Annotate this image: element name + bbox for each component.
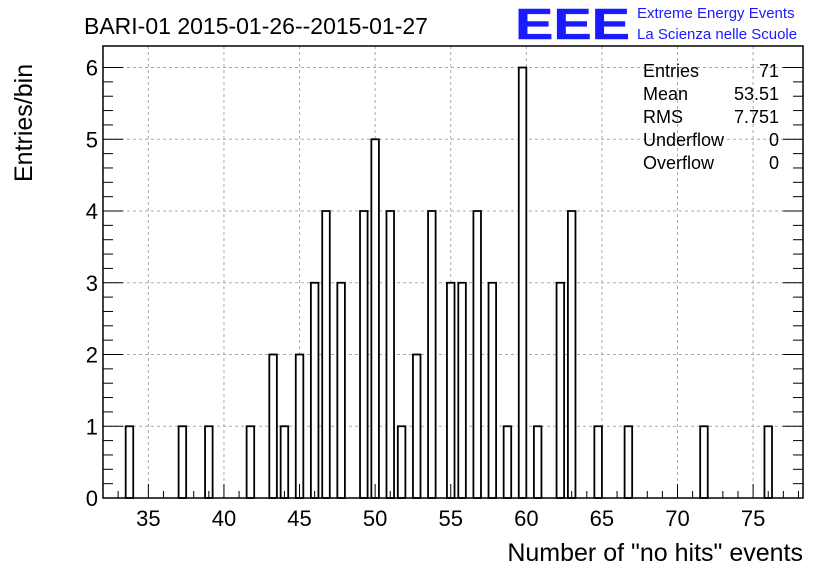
histogram-bar [532,425,543,499]
histogram-bar [321,210,331,499]
stats-value-underflow: 0 [769,130,779,150]
eee-logo-line1: Extreme Energy Events [637,5,795,22]
histogram-bar [763,425,773,499]
stats-label-entries: Entries [643,61,699,81]
stats-label-rms: RMS [643,107,683,127]
stats-value-mean: 53.51 [734,84,779,104]
x-tick-label: 35 [136,506,160,531]
histogram-bar [487,281,497,499]
histogram-bar [370,138,380,499]
eee-logo-line2: La Scienza nelle Scuole [637,26,797,43]
x-tick-label: 45 [287,506,311,531]
x-tick-label: 65 [590,506,614,531]
y-tick-label: 2 [86,343,98,368]
stats-value-rms: 7.751 [734,107,779,127]
histogram-bar [359,210,369,499]
histogram-bar [245,425,256,499]
histogram-bar [593,425,603,499]
histogram-bar [309,281,320,499]
x-tick-label: 75 [741,506,765,531]
histogram-bar [699,425,709,499]
axis-ticks [102,67,803,499]
stats-box: Entries 71 Mean 53.51 RMS 7.751 Underflow 0 Over… [643,61,779,173]
x-tick-label: 60 [514,506,538,531]
x-axis-label: Number of "no hits" events [507,539,803,567]
histogram-bar [472,210,482,499]
histogram-bar [427,210,437,499]
histogram-bar [567,210,577,499]
stats-value-entries: 71 [759,61,779,81]
x-tick-label: 55 [438,506,462,531]
stats-value-overflow: 0 [769,153,779,173]
y-tick-label: 1 [86,414,98,439]
eee-logo: EEE Extreme Energy Events La Scienza nel… [515,0,797,49]
histogram-bar [502,425,513,499]
x-tick-label: 50 [363,506,387,531]
histogram-bar [555,281,566,499]
x-tick-label: 70 [665,506,689,531]
x-tick-label: 40 [212,506,236,531]
y-tick-label: 4 [86,199,98,224]
histogram-bar [177,425,188,499]
y-axis-label: Entries/bin [10,64,38,182]
y-tick-label: 3 [86,271,98,296]
histogram-bar [396,425,407,499]
histogram-bar [457,281,467,499]
histogram-bar [623,425,634,499]
stats-label-underflow: Underflow [643,130,725,150]
histogram-bar [517,66,528,499]
eee-logo-mark: EEE [515,0,630,49]
histogram-bar [279,425,290,499]
histogram-bar [294,353,305,499]
histogram-bar [385,210,395,499]
histogram-bar [268,353,278,499]
histogram-bar [446,281,456,499]
stats-label-mean: Mean [643,84,688,104]
y-tick-label: 0 [86,486,98,511]
histogram-bar [412,353,422,499]
stats-label-overflow: Overflow [643,153,715,173]
y-tick-label: 6 [86,56,98,81]
histogram-bar [124,425,135,499]
histogram-bar [204,425,214,499]
histogram-bar [336,281,346,499]
chart-title: BARI-01 2015-01-26--2015-01-27 [84,13,428,39]
y-tick-label: 5 [86,127,98,152]
plot-frame [102,45,804,499]
